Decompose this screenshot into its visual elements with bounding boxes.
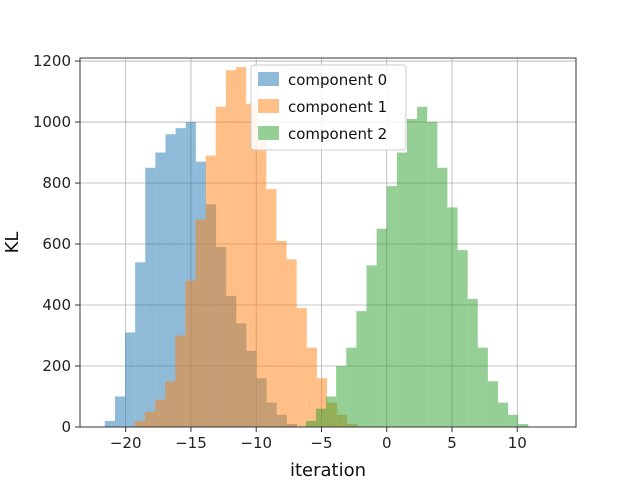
histogram-bar: [306, 347, 317, 427]
histogram-bar: [175, 128, 186, 427]
histogram-bar: [386, 186, 397, 427]
histogram-bar: [447, 207, 458, 427]
plot-frame: [79, 57, 577, 428]
histogram-bar: [376, 228, 387, 427]
legend-swatch: [258, 99, 279, 113]
y-tick-label: 400: [42, 296, 71, 314]
histogram-bar: [165, 134, 176, 427]
y-tick-label: 1200: [33, 52, 71, 70]
histogram-bar: [104, 420, 115, 427]
histogram-bar: [145, 167, 156, 427]
histogram-bar: [417, 106, 428, 427]
histogram-bar: [406, 118, 418, 428]
histogram-bar: [508, 414, 519, 427]
histogram-bar: [336, 366, 347, 427]
histogram-bar: [487, 381, 499, 427]
y-tick-label: 200: [42, 357, 71, 375]
series-1-bars: [134, 67, 358, 428]
legend-label: component 1: [288, 98, 387, 116]
histogram-bar: [518, 423, 529, 427]
histogram-bar: [205, 155, 216, 427]
histogram-bar: [296, 308, 307, 427]
y-axis-label: KL: [2, 232, 23, 254]
x-tick-label: −15: [175, 434, 207, 452]
histogram-bar: [266, 189, 277, 427]
histogram-bar: [457, 250, 468, 427]
legend: component 0 component 1 component 2: [250, 64, 407, 151]
y-tick-label: 1000: [33, 113, 71, 131]
y-axis-ticks: 0 200 400 600 800 1000 1200: [33, 52, 80, 436]
histogram-bar: [286, 259, 297, 427]
histogram-bar: [366, 265, 377, 427]
histogram-bar: [498, 402, 509, 427]
histogram-bar: [195, 219, 206, 427]
histogram-bar: [134, 420, 145, 427]
x-tick-label: −20: [110, 434, 142, 452]
histogram-bar: [316, 378, 328, 427]
histogram-bar: [326, 396, 337, 427]
x-tick-label: −10: [240, 434, 272, 452]
histogram-bar: [315, 408, 327, 427]
x-axis-ticks: −20 −15 −10 −5 0 5 10: [110, 427, 527, 452]
histogram-bar: [215, 106, 226, 427]
histogram-bar: [175, 335, 186, 427]
histogram-bars: [104, 67, 529, 428]
legend-label: component 0: [288, 71, 387, 89]
histogram-bar: [467, 298, 478, 427]
histogram-bar: [356, 311, 367, 427]
histogram-bar: [144, 411, 156, 427]
x-tick-label: 0: [382, 434, 392, 452]
legend-swatch: [258, 72, 279, 86]
histogram-bar: [114, 396, 126, 427]
histogram-bar: [427, 122, 438, 427]
histogram-bar: [135, 262, 146, 427]
y-tick-label: 600: [42, 235, 71, 253]
histogram-bar: [477, 347, 488, 427]
histogram-bar: [276, 240, 287, 427]
histogram-bar: [185, 280, 196, 427]
legend-box: [250, 64, 407, 151]
histogram-bar: [225, 70, 236, 427]
histogram-bar: [305, 420, 316, 427]
histogram-bar: [155, 399, 166, 427]
histogram-bar: [256, 140, 267, 427]
y-tick-label: 800: [42, 174, 71, 192]
legend-label: component 2: [288, 125, 387, 143]
histogram-bar: [155, 152, 166, 428]
x-axis-label: iteration: [290, 460, 366, 480]
histogram-bar: [246, 103, 257, 427]
x-tick-label: 10: [508, 434, 527, 452]
histogram-bar: [235, 67, 247, 428]
histogram-bar: [165, 381, 176, 427]
histogram-bar: [437, 167, 448, 427]
histogram-bar: [396, 152, 407, 428]
x-tick-label: −5: [310, 434, 332, 452]
legend-swatch: [258, 126, 279, 140]
histogram-bar: [346, 347, 357, 427]
histogram-bar: [185, 122, 196, 427]
y-tick-label: 0: [61, 418, 71, 436]
series-2-bars: [305, 106, 529, 428]
histogram-bar: [125, 332, 136, 427]
x-tick-label: 5: [447, 434, 457, 452]
